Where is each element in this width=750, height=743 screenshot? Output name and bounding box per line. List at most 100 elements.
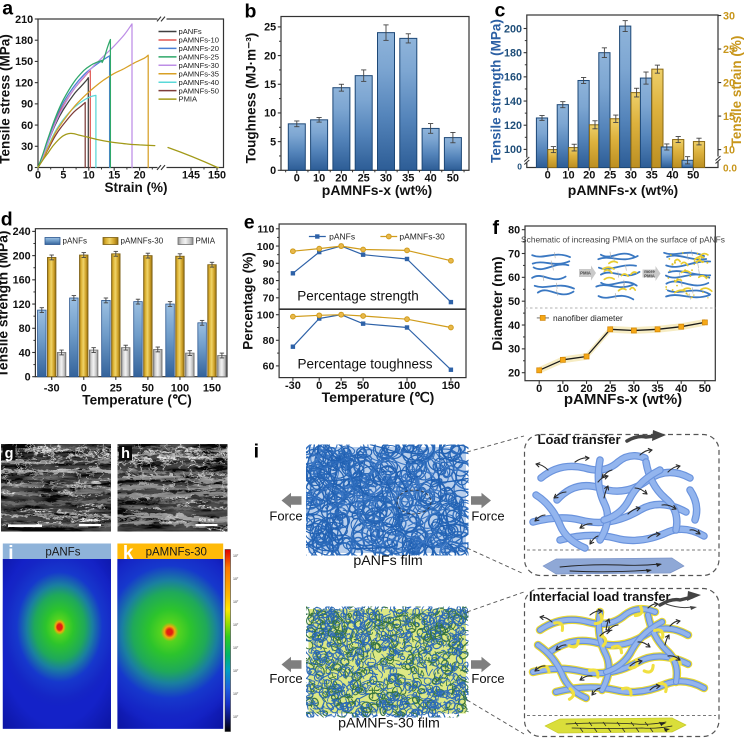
svg-text:100: 100 [257, 241, 275, 253]
svg-text:30: 30 [723, 10, 735, 22]
svg-text:10⁷: 10⁷ [233, 715, 239, 719]
svg-text:15: 15 [264, 79, 276, 91]
svg-text:10⁷: 10⁷ [233, 646, 239, 650]
svg-text:150: 150 [442, 380, 460, 392]
svg-text:pANFs film: pANFs film [353, 553, 422, 569]
svg-text:pAMNFs-30: pAMNFs-30 [146, 547, 207, 559]
svg-text:d: d [1, 209, 13, 231]
svg-text:Percentage (%): Percentage (%) [241, 252, 256, 350]
svg-text:0: 0 [517, 162, 522, 172]
svg-text:25: 25 [358, 173, 370, 185]
svg-text:j: j [7, 543, 13, 564]
svg-text:0: 0 [536, 383, 542, 395]
svg-text:160: 160 [13, 275, 31, 287]
svg-text:g: g [5, 446, 14, 462]
svg-text:Percentage strength: Percentage strength [297, 288, 419, 303]
svg-text:Temperature (℃): Temperature (℃) [322, 389, 435, 405]
svg-text:5: 5 [60, 170, 66, 182]
svg-text:100: 100 [257, 310, 275, 322]
svg-text:30: 30 [628, 383, 640, 395]
svg-text:0: 0 [27, 162, 33, 174]
svg-text:120: 120 [504, 120, 522, 132]
svg-text:pANFs: pANFs [63, 237, 87, 246]
svg-text:10⁷: 10⁷ [233, 623, 239, 627]
svg-text:35: 35 [402, 173, 414, 185]
svg-text:25: 25 [110, 382, 122, 394]
svg-text:e: e [244, 211, 255, 233]
svg-text:pAMNFs-30: pAMNFs-30 [121, 237, 164, 246]
svg-text:f: f [493, 217, 500, 239]
svg-text:150: 150 [15, 56, 33, 68]
svg-text:50: 50 [142, 382, 154, 394]
svg-text:k: k [123, 543, 134, 564]
svg-text:10: 10 [723, 144, 735, 156]
svg-text:80: 80 [263, 275, 275, 287]
svg-text:pAMNFs-25: pAMNFs-25 [179, 52, 220, 61]
svg-text:pAMNFs-30: pAMNFs-30 [179, 61, 220, 70]
svg-text:25: 25 [604, 170, 616, 182]
svg-text:100: 100 [398, 380, 416, 392]
svg-text:10⁷: 10⁷ [233, 600, 239, 604]
svg-text:110: 110 [257, 224, 274, 236]
svg-text:0: 0 [270, 165, 276, 177]
svg-text:Tensile strength (MPa): Tensile strength (MPa) [0, 231, 11, 378]
svg-text:pAMNFs-x (wt%): pAMNFs-x (wt%) [322, 182, 432, 198]
svg-text:10⁷: 10⁷ [233, 669, 239, 673]
svg-text:20: 20 [335, 173, 347, 185]
svg-text:25: 25 [723, 44, 735, 56]
svg-text:0: 0 [294, 173, 300, 185]
svg-text:Tensile strength (MPa): Tensile strength (MPa) [489, 19, 504, 163]
svg-text:Force: Force [269, 509, 302, 524]
svg-text:50: 50 [687, 170, 699, 182]
svg-text:100: 100 [504, 144, 522, 156]
svg-text:-30: -30 [285, 380, 301, 392]
svg-text:pAMNFs-30: pAMNFs-30 [399, 231, 445, 241]
svg-text:500 nm: 500 nm [199, 518, 215, 523]
svg-text:10⁷: 10⁷ [233, 554, 239, 558]
svg-text:i: i [254, 441, 259, 463]
svg-text:80: 80 [508, 224, 520, 236]
svg-text:20: 20 [723, 77, 735, 89]
svg-text:20: 20 [264, 50, 276, 62]
svg-text:90: 90 [263, 258, 275, 270]
svg-text:40: 40 [424, 173, 436, 185]
svg-text:50: 50 [357, 380, 369, 392]
svg-text:200: 200 [13, 250, 31, 262]
svg-text:30: 30 [625, 170, 637, 182]
svg-text:150: 150 [208, 170, 226, 182]
svg-text:180: 180 [15, 35, 33, 47]
svg-text:0: 0 [545, 170, 551, 182]
svg-text:pAMNFs-40: pAMNFs-40 [179, 78, 220, 87]
svg-text:35: 35 [651, 383, 663, 395]
svg-text:15: 15 [108, 170, 120, 182]
svg-text:40: 40 [19, 347, 31, 359]
svg-text:-30: -30 [44, 382, 60, 394]
svg-text:30: 30 [21, 141, 33, 153]
svg-text:c: c [495, 0, 506, 22]
svg-text:Diameter (nm): Diameter (nm) [489, 256, 505, 350]
svg-text:25: 25 [335, 380, 347, 392]
svg-text:Tensile strain (%): Tensile strain (%) [729, 36, 744, 147]
svg-text:pANFs: pANFs [329, 231, 355, 241]
svg-text:PMIA: PMIA [644, 273, 655, 278]
svg-text:PMIA: PMIA [196, 237, 216, 246]
svg-text:50: 50 [508, 296, 520, 308]
svg-text:50: 50 [447, 173, 459, 185]
svg-text:PMIA: PMIA [179, 95, 199, 104]
svg-text:pAMNFs-x (wt%): pAMNFs-x (wt%) [564, 391, 682, 408]
svg-text:160: 160 [504, 72, 522, 84]
svg-text:0: 0 [81, 382, 87, 394]
svg-text:Strain (%): Strain (%) [104, 180, 167, 195]
svg-text:pAMNFs-20: pAMNFs-20 [179, 44, 220, 53]
svg-text:30: 30 [380, 173, 392, 185]
svg-text:500 nm: 500 nm [82, 518, 98, 523]
svg-text:10: 10 [83, 170, 95, 182]
svg-text:a: a [2, 0, 13, 19]
svg-text:200: 200 [504, 23, 522, 35]
svg-text:20: 20 [134, 170, 146, 182]
svg-text:240: 240 [13, 226, 31, 238]
svg-text:Schematic of increasing PMIA o: Schematic of increasing PMIA on the surf… [521, 235, 725, 245]
svg-text:h: h [121, 446, 130, 462]
svg-text:120: 120 [13, 299, 31, 311]
svg-text:0: 0 [35, 170, 41, 182]
